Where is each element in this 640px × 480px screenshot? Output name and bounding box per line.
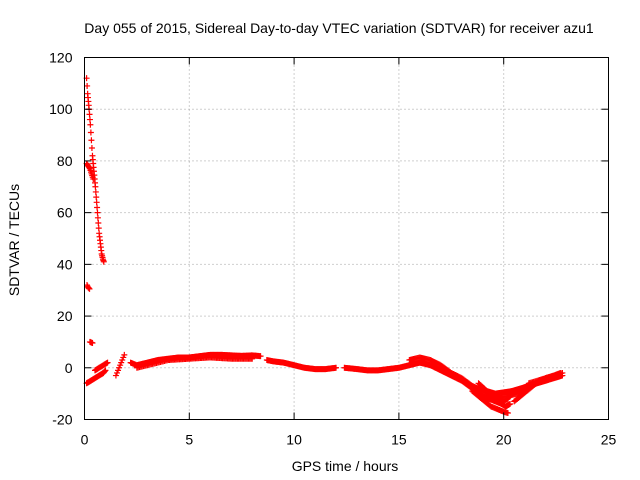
x-tick-label: 25: [601, 432, 617, 448]
data-point: [85, 284, 92, 291]
data-markers: [83, 75, 566, 417]
data-point: [90, 176, 97, 183]
data-point: [94, 204, 101, 211]
data-point: [506, 400, 513, 407]
data-point: [92, 188, 99, 195]
plot-frame: [84, 57, 609, 420]
x-tick-label: 0: [81, 432, 89, 448]
data-point: [249, 355, 256, 362]
data-point: [257, 353, 264, 360]
axis-ticks: 0 5 10 15 20 25 -20 0 20 40 60 80 100 120: [49, 50, 616, 448]
y-axis-label: SDTVAR / TECUs: [6, 184, 22, 296]
data-point: [94, 209, 101, 216]
y-tick-label: 20: [57, 308, 73, 324]
chart-title: Day 055 of 2015, Sidereal Day-to-day VTE…: [84, 20, 594, 36]
y-tick-label: 60: [57, 205, 73, 221]
data-point: [104, 359, 111, 366]
data-point: [86, 116, 93, 123]
data-point: [100, 258, 107, 265]
data-point: [92, 183, 99, 190]
data-point: [504, 410, 511, 417]
grid: [84, 57, 609, 420]
data-point: [87, 121, 94, 128]
data-point: [84, 82, 91, 89]
y-tick-label: 80: [57, 153, 73, 169]
data-point: [94, 214, 101, 221]
data-point: [88, 145, 95, 151]
data-point: [87, 129, 94, 136]
y-tick-label: 100: [49, 101, 73, 117]
data-point: [89, 339, 96, 346]
y-tick-label: 40: [57, 256, 73, 272]
data-point: [86, 111, 93, 118]
x-tick-label: 10: [286, 432, 302, 448]
y-tick-label: -20: [52, 412, 72, 428]
data-point: [559, 369, 566, 376]
data-point: [93, 199, 100, 206]
data-point: [121, 351, 128, 358]
data-point: [88, 137, 95, 144]
data-point: [85, 285, 92, 292]
data-point: [86, 285, 93, 292]
y-tick-label: 120: [49, 50, 73, 66]
data-point: [102, 367, 109, 374]
y-tick-label: 0: [65, 360, 73, 376]
data-point: [95, 219, 102, 226]
data-point: [93, 194, 100, 201]
data-point: [95, 225, 102, 232]
x-tick-label: 5: [185, 432, 193, 448]
data-point: [333, 364, 340, 371]
data-point: [101, 368, 108, 375]
x-tick-label: 20: [496, 432, 512, 448]
x-axis-label: GPS time / hours: [292, 458, 399, 474]
x-tick-label: 15: [391, 432, 407, 448]
